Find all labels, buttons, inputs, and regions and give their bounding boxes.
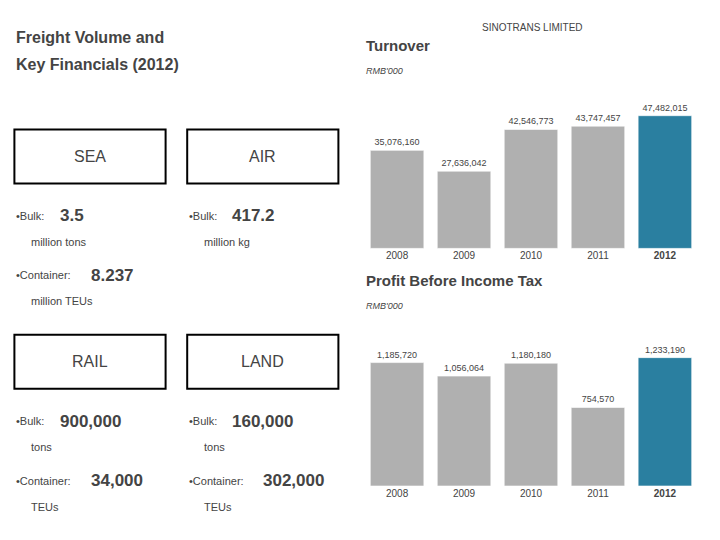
svg-text:•Bulk:: •Bulk: xyxy=(16,415,44,427)
svg-text:754,570: 754,570 xyxy=(582,394,615,404)
svg-text:SEA: SEA xyxy=(74,148,106,165)
svg-text:35,076,160: 35,076,160 xyxy=(375,137,420,147)
svg-text:8.237: 8.237 xyxy=(91,266,134,285)
svg-text:Key Financials (2012): Key Financials (2012) xyxy=(16,56,179,73)
svg-text:2010: 2010 xyxy=(520,250,543,261)
svg-text:27,636,042: 27,636,042 xyxy=(442,158,487,168)
svg-text:1,056,064: 1,056,064 xyxy=(444,363,484,373)
svg-text:•Container:: •Container: xyxy=(16,475,71,487)
svg-text:•Container:: •Container: xyxy=(189,475,244,487)
svg-text:2012: 2012 xyxy=(654,488,677,499)
svg-text:•Bulk:: •Bulk: xyxy=(189,415,217,427)
svg-text:million TEUs: million TEUs xyxy=(31,295,93,307)
svg-text:TEUs: TEUs xyxy=(204,501,232,513)
svg-text:2011: 2011 xyxy=(587,250,609,261)
svg-text:RAIL: RAIL xyxy=(72,353,108,370)
svg-text:2009: 2009 xyxy=(453,250,476,261)
svg-text:34,000: 34,000 xyxy=(91,471,143,490)
svg-text:RMB'000: RMB'000 xyxy=(366,301,403,311)
svg-text:160,000: 160,000 xyxy=(232,412,293,431)
svg-text:1,233,190: 1,233,190 xyxy=(645,345,685,355)
svg-text:2010: 2010 xyxy=(520,488,543,499)
svg-text:1,180,180: 1,180,180 xyxy=(511,350,551,360)
svg-text:1,185,720: 1,185,720 xyxy=(377,350,417,360)
svg-text:LAND: LAND xyxy=(241,353,284,370)
svg-text:million kg: million kg xyxy=(204,236,250,248)
svg-text:42,546,773: 42,546,773 xyxy=(508,116,553,126)
svg-text:302,000: 302,000 xyxy=(263,471,324,490)
svg-text:million tons: million tons xyxy=(31,236,87,248)
svg-text:•Bulk:: •Bulk: xyxy=(16,210,44,222)
svg-text:RMB'000: RMB'000 xyxy=(366,66,403,76)
svg-text:417.2: 417.2 xyxy=(232,206,275,225)
svg-text:TEUs: TEUs xyxy=(31,501,59,513)
svg-text:•Container:: •Container: xyxy=(16,269,71,281)
svg-text:900,000: 900,000 xyxy=(60,412,121,431)
svg-text:Turnover: Turnover xyxy=(366,37,430,54)
svg-text:2008: 2008 xyxy=(386,250,409,261)
svg-text:Freight Volume and: Freight Volume and xyxy=(16,29,164,46)
svg-text:2008: 2008 xyxy=(386,488,409,499)
svg-text:Profit Before Income Tax: Profit Before Income Tax xyxy=(366,272,543,289)
svg-text:•Bulk:: •Bulk: xyxy=(189,210,217,222)
svg-text:SINOTRANS LIMITED: SINOTRANS LIMITED xyxy=(482,22,583,33)
svg-text:2009: 2009 xyxy=(453,488,476,499)
svg-text:2011: 2011 xyxy=(587,488,609,499)
svg-text:47,482,015: 47,482,015 xyxy=(642,103,687,113)
svg-text:tons: tons xyxy=(204,441,225,453)
svg-text:3.5: 3.5 xyxy=(60,206,84,225)
svg-text:tons: tons xyxy=(31,441,52,453)
svg-text:2012: 2012 xyxy=(654,250,677,261)
svg-text:AIR: AIR xyxy=(249,148,276,165)
svg-text:43,747,457: 43,747,457 xyxy=(575,113,620,123)
